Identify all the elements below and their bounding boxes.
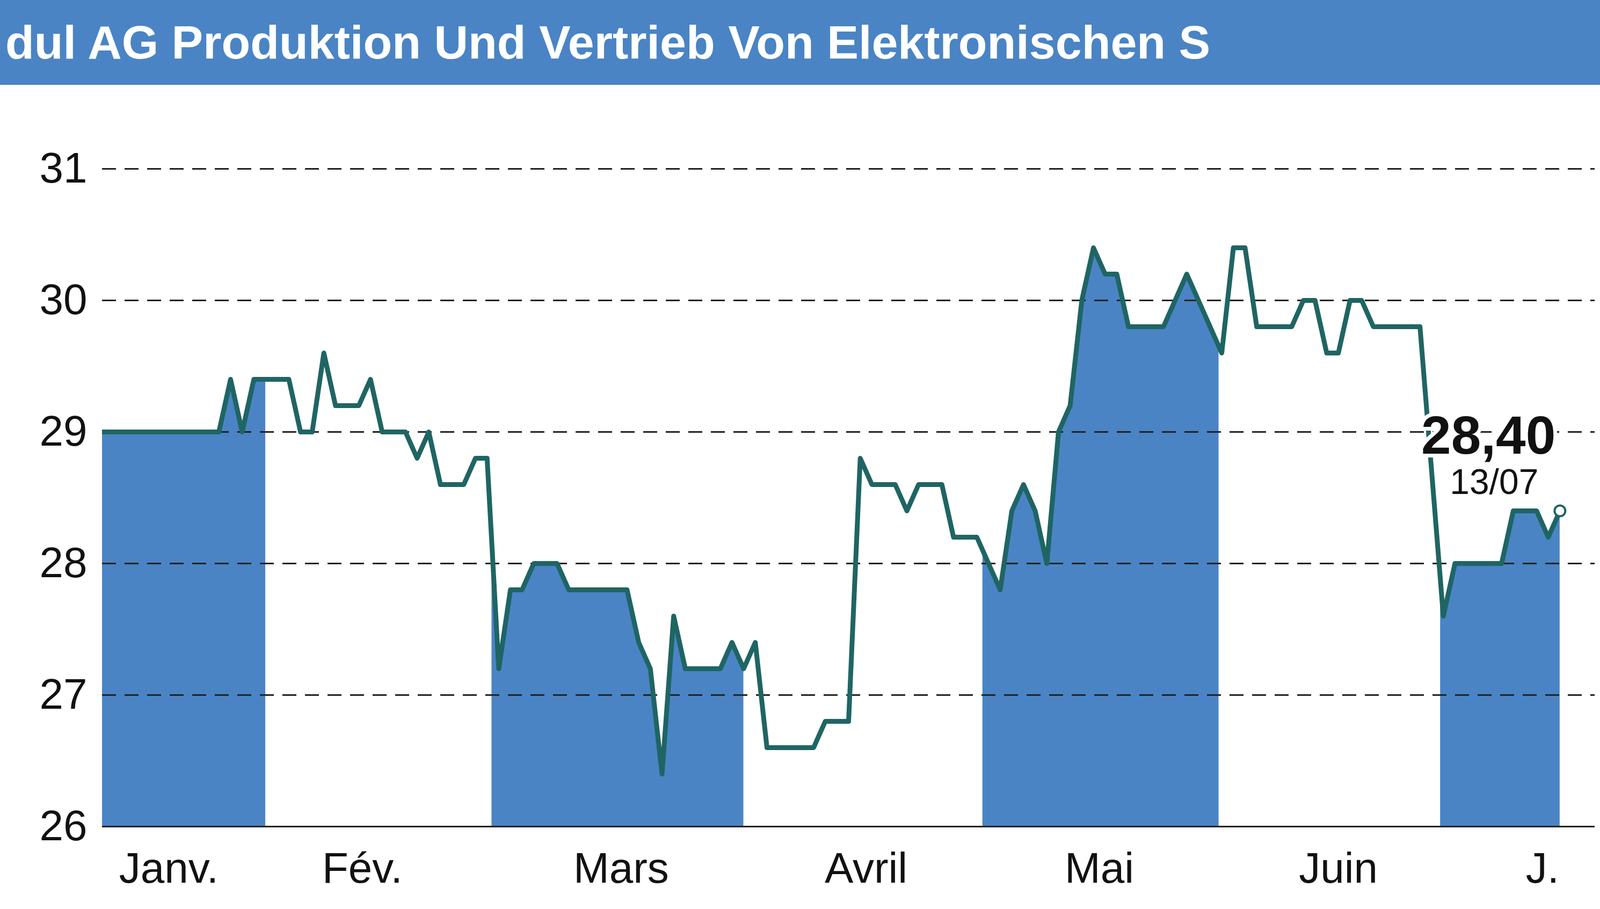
svg-text:Janv.: Janv. [119, 844, 219, 892]
svg-text:28,40: 28,40 [1421, 404, 1556, 465]
svg-text:27: 27 [39, 670, 88, 718]
svg-text:J.: J. [1525, 844, 1560, 892]
svg-text:30: 30 [39, 275, 88, 324]
svg-text:Juin: Juin [1298, 844, 1378, 892]
svg-text:Fév.: Fév. [322, 844, 403, 892]
svg-text:28,40: 28,40 [1421, 404, 1556, 465]
svg-text:13/07: 13/07 [1449, 461, 1539, 502]
svg-text:28: 28 [39, 538, 88, 587]
svg-text:13/07: 13/07 [1449, 461, 1539, 502]
svg-text:Avril: Avril [824, 844, 908, 892]
svg-text:31: 31 [39, 143, 88, 192]
html-text:dul AG Produktion Und Vertrieb: dul AG Produktion Und Vertrieb Von Elekt… [5, 15, 1211, 69]
svg-text:26: 26 [39, 801, 88, 850]
svg-text:Mai: Mai [1064, 844, 1134, 892]
svg-text:29: 29 [39, 406, 88, 455]
svg-text:Mars: Mars [573, 844, 669, 892]
